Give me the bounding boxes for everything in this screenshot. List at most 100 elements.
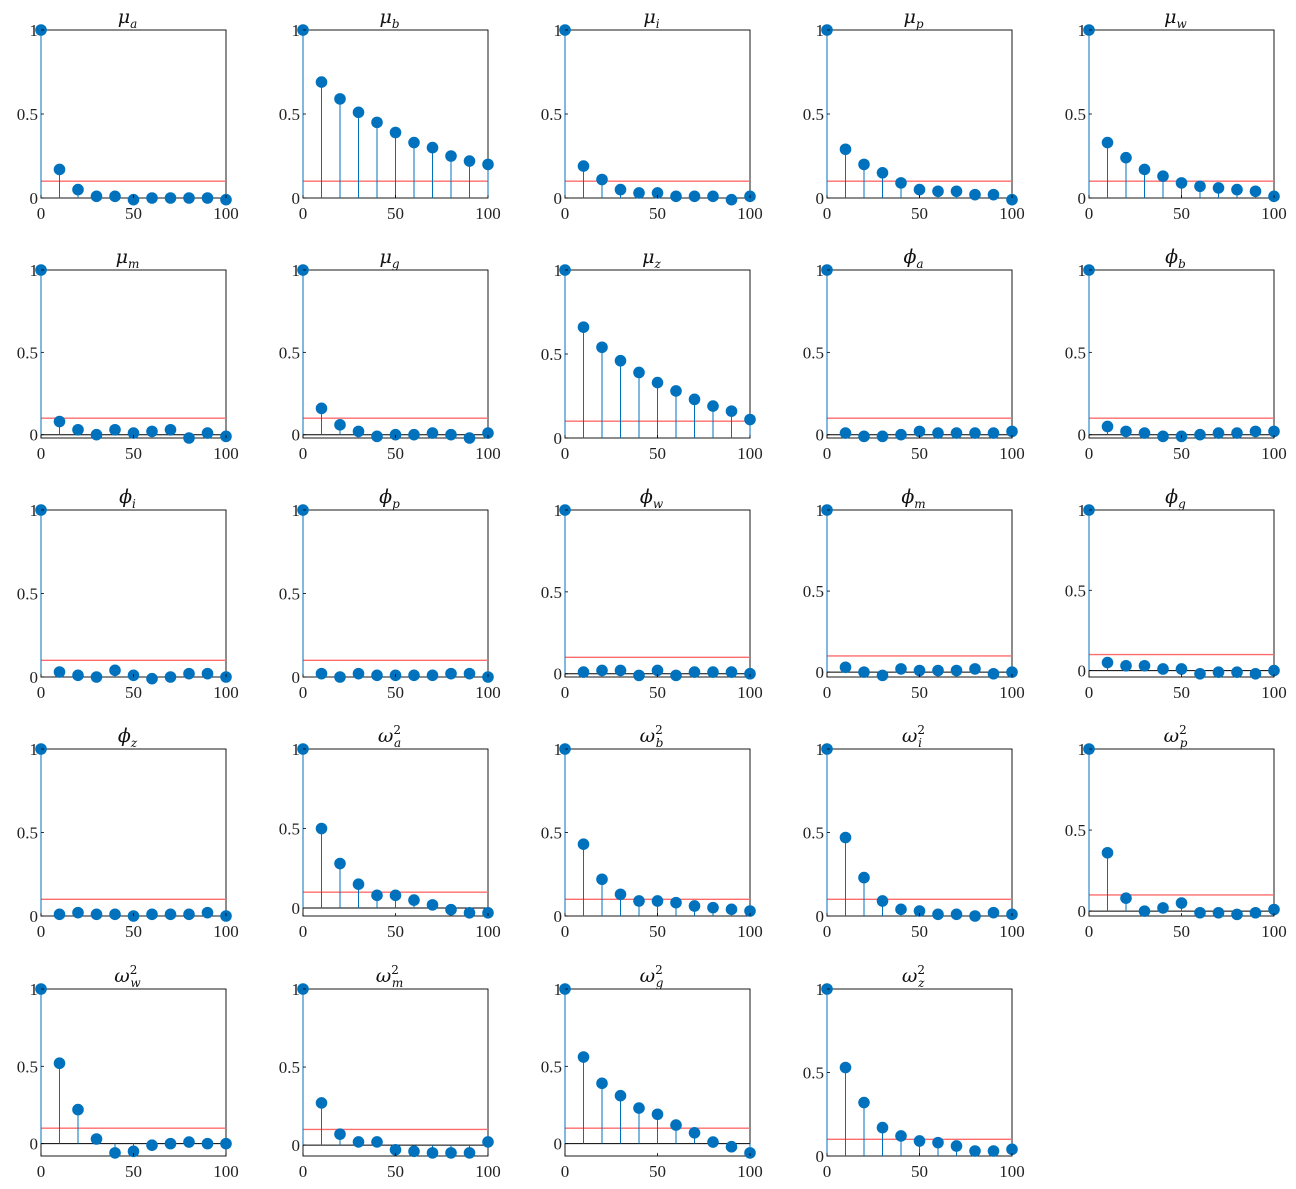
stem-marker — [1138, 163, 1151, 176]
x-tick-label: 0 — [1085, 683, 1094, 702]
axes-frame — [1088, 509, 1275, 678]
acf-panel: 0 0.5 1 0 50 100 ϕb — [1065, 246, 1287, 463]
stem-marker — [164, 192, 177, 204]
stem-marker — [839, 143, 852, 156]
x-tick-label: 50 — [387, 1162, 404, 1181]
stem-marker — [895, 177, 907, 189]
stem-marker — [651, 376, 664, 389]
x-tick-label: 50 — [125, 1162, 142, 1181]
y-tick-label: 0 — [1078, 189, 1087, 208]
stem-marker — [1231, 666, 1243, 678]
x-tick-label: 100 — [213, 444, 239, 463]
panel-title: ω2 i — [902, 723, 925, 750]
stem-marker — [389, 889, 402, 902]
stem-marker — [482, 907, 494, 919]
x-tick-label: 100 — [1261, 444, 1287, 463]
stem-marker — [127, 427, 140, 439]
stem-marker — [164, 908, 177, 921]
stem-marker — [90, 908, 103, 921]
x-tick-label: 50 — [911, 922, 928, 941]
y-tick-label: 1 — [1078, 501, 1087, 520]
stem-marker — [707, 901, 719, 914]
y-tick-label: 0 — [30, 668, 39, 687]
y-tick-label: 1 — [554, 261, 563, 280]
y-tick-label: 0.5 — [279, 343, 300, 362]
x-tick-label: 50 — [911, 1162, 928, 1181]
stem-marker — [426, 669, 439, 682]
stem-marker — [577, 160, 590, 172]
stem-marker — [334, 1128, 346, 1140]
panel-title: μw — [1164, 6, 1187, 31]
y-tick-label: 0 — [1078, 662, 1087, 681]
stem-marker — [895, 428, 907, 441]
stem-marker — [707, 666, 719, 678]
stem-marker — [839, 831, 852, 844]
stem-marker — [334, 419, 346, 431]
x-tick-label: 0 — [561, 204, 570, 223]
axes-frame — [826, 269, 1013, 439]
stem-marker — [596, 664, 608, 677]
stem-marker — [932, 908, 944, 921]
stem-marker — [109, 908, 121, 921]
y-tick-label: 0 — [816, 663, 825, 682]
x-tick-label: 0 — [299, 922, 308, 941]
panel-title: ϕa — [903, 246, 923, 271]
x-tick-label: 50 — [911, 444, 928, 463]
y-tick-label: 0 — [554, 1135, 563, 1154]
stem-marker — [426, 427, 439, 439]
stem-marker — [53, 908, 66, 921]
y-tick-label: 1 — [1078, 261, 1087, 280]
stem-marker — [334, 93, 346, 105]
stem-marker — [596, 1077, 608, 1090]
x-tick-label: 0 — [823, 204, 832, 223]
stem-marker — [651, 895, 664, 907]
stem-marker — [408, 428, 420, 441]
x-tick-label: 0 — [37, 1162, 46, 1181]
y-tick-label: 1 — [554, 501, 563, 520]
stem-marker — [482, 427, 494, 439]
acf-panel: 0 0.5 1 0 50 100 ω2 b — [541, 723, 763, 941]
y-tick-label: 0.5 — [279, 585, 300, 604]
y-tick-label: 0.5 — [17, 824, 38, 843]
axes-frame — [40, 748, 227, 917]
panel-title: ω2 b — [640, 723, 664, 750]
y-tick-label: 1 — [816, 501, 825, 520]
y-tick-label: 0 — [292, 426, 301, 445]
acf-panel: 0 0.5 1 0 50 100 ϕp — [279, 486, 501, 702]
stem-marker — [201, 192, 214, 204]
stem-marker — [577, 838, 590, 850]
panel-title: μa — [118, 6, 138, 31]
y-tick-label: 0.5 — [17, 343, 38, 362]
stem-marker — [932, 1136, 944, 1149]
stem-marker — [839, 661, 852, 674]
stem-marker — [1194, 180, 1206, 193]
x-tick-label: 100 — [999, 683, 1025, 702]
panel-title: ϕp — [379, 486, 400, 511]
x-tick-label: 100 — [1261, 204, 1287, 223]
stem-marker — [371, 116, 383, 129]
stem-marker — [1212, 427, 1225, 439]
stem-marker — [482, 1136, 494, 1148]
stem-marker — [1268, 425, 1280, 438]
stem-marker — [53, 666, 66, 678]
axes-frame — [564, 748, 751, 917]
x-tick-label: 0 — [823, 1162, 832, 1181]
stem-marker — [1120, 659, 1132, 672]
x-tick-label: 100 — [999, 1162, 1025, 1181]
panel-title: ϕz — [118, 725, 138, 750]
y-tick-label: 0 — [292, 1136, 301, 1155]
x-tick-label: 100 — [999, 444, 1025, 463]
stem-marker — [72, 1103, 84, 1116]
stem-marker — [725, 666, 738, 678]
y-tick-label: 0.5 — [17, 1057, 38, 1076]
acf-panel: 0 0.5 1 0 50 100 ω2 m — [279, 963, 501, 1181]
stem-marker — [1268, 664, 1280, 677]
x-tick-label: 50 — [649, 1162, 666, 1181]
stem-marker — [688, 393, 701, 406]
x-tick-label: 50 — [1173, 922, 1190, 941]
stem-marker — [858, 871, 870, 884]
stem-marker — [463, 907, 476, 919]
stem-marker — [90, 1133, 103, 1145]
stem-marker — [183, 432, 195, 444]
stem-marker — [950, 185, 963, 198]
